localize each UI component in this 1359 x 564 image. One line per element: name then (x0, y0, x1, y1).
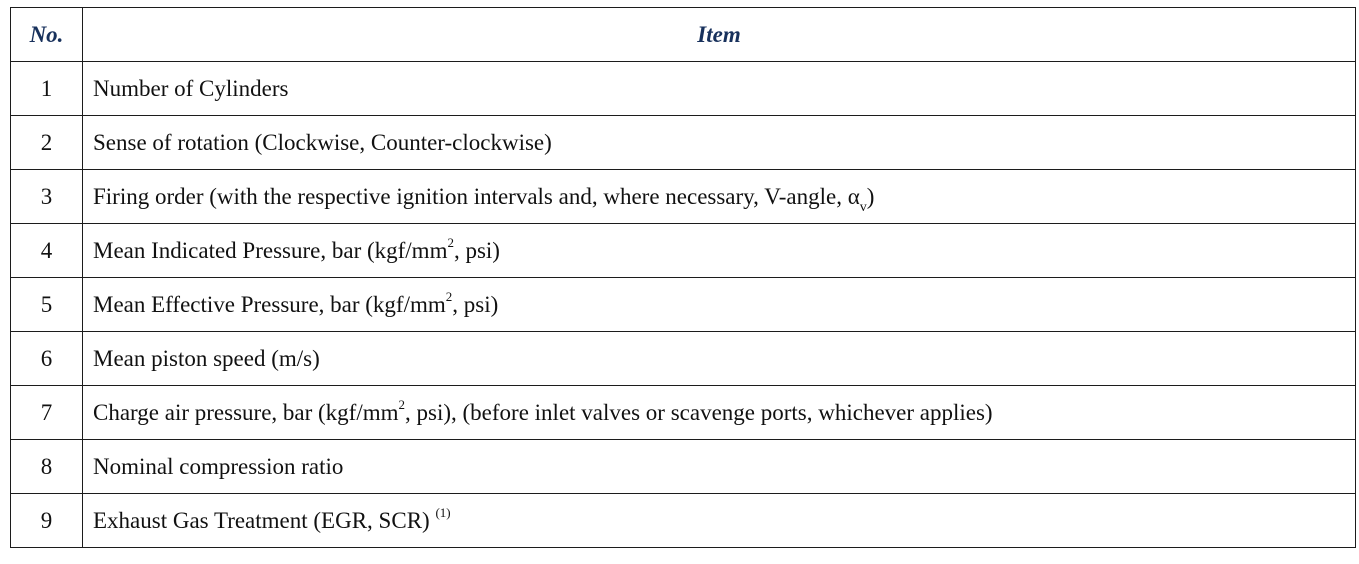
superscript: 2 (398, 396, 406, 412)
row-item: Exhaust Gas Treatment (EGR, SCR) (1) (82, 493, 1356, 548)
item-text: Mean Indicated Pressure, bar (kgf/mm (93, 237, 448, 263)
header-row: No. Item (10, 7, 1356, 62)
row-number: 8 (10, 439, 83, 494)
item-text: Exhaust Gas Treatment (EGR, SCR) (93, 507, 436, 533)
item-text: Mean Effective Pressure, bar (kgf/mm (93, 291, 446, 317)
row-number: 5 (10, 277, 83, 332)
table-row: 9 Exhaust Gas Treatment (EGR, SCR) (1) (10, 493, 1356, 548)
table-row: 4 Mean Indicated Pressure, bar (kgf/mm2,… (10, 223, 1356, 278)
row-number: 2 (10, 115, 83, 170)
table-row: 6 Mean piston speed (m/s) (10, 331, 1356, 386)
table-row: 1 Number of Cylinders (10, 61, 1356, 116)
header-item: Item (82, 7, 1356, 62)
row-item: Firing order (with the respective igniti… (82, 169, 1356, 224)
table-row: 7 Charge air pressure, bar (kgf/mm2, psi… (10, 385, 1356, 440)
superscript: 2 (445, 288, 453, 304)
item-text: , psi) (453, 237, 500, 263)
item-text: Charge air pressure, bar (kgf/mm (93, 399, 399, 425)
row-item: Number of Cylinders (82, 61, 1356, 116)
row-item: Mean Indicated Pressure, bar (kgf/mm2, p… (82, 223, 1356, 278)
item-text: Number of Cylinders (93, 75, 289, 101)
row-item: Charge air pressure, bar (kgf/mm2, psi),… (82, 385, 1356, 440)
row-number: 1 (10, 61, 83, 116)
table-row: 3 Firing order (with the respective igni… (10, 169, 1356, 224)
row-item: Sense of rotation (Clockwise, Counter-cl… (82, 115, 1356, 170)
row-number: 7 (10, 385, 83, 440)
row-item: Mean Effective Pressure, bar (kgf/mm2, p… (82, 277, 1356, 332)
subscript: v (859, 199, 867, 215)
superscript: 2 (447, 234, 454, 250)
item-text: Sense of rotation (Clockwise, Counter-cl… (93, 129, 552, 155)
row-number: 4 (10, 223, 83, 278)
table-row: 5 Mean Effective Pressure, bar (kgf/mm2,… (10, 277, 1356, 332)
row-number: 3 (10, 169, 83, 224)
row-number: 6 (10, 331, 83, 386)
row-item: Mean piston speed (m/s) (82, 331, 1356, 386)
item-text: , psi) (452, 291, 499, 317)
item-text: ) (866, 183, 875, 209)
item-text: Firing order (with the respective igniti… (93, 183, 860, 209)
item-text: Mean piston speed (m/s) (93, 345, 320, 371)
item-text: , psi), (before inlet valves or scavenge… (405, 399, 993, 425)
table-row: 2 Sense of rotation (Clockwise, Counter-… (10, 115, 1356, 170)
item-text: Nominal compression ratio (93, 453, 344, 479)
header-no: No. (10, 7, 83, 62)
engine-data-table: No. Item 1 Number of Cylinders 2 Sense o… (10, 7, 1356, 548)
row-item: Nominal compression ratio (82, 439, 1356, 494)
row-number: 9 (10, 493, 83, 548)
footnote-ref: (1) (435, 504, 451, 520)
table-row: 8 Nominal compression ratio (10, 439, 1356, 494)
